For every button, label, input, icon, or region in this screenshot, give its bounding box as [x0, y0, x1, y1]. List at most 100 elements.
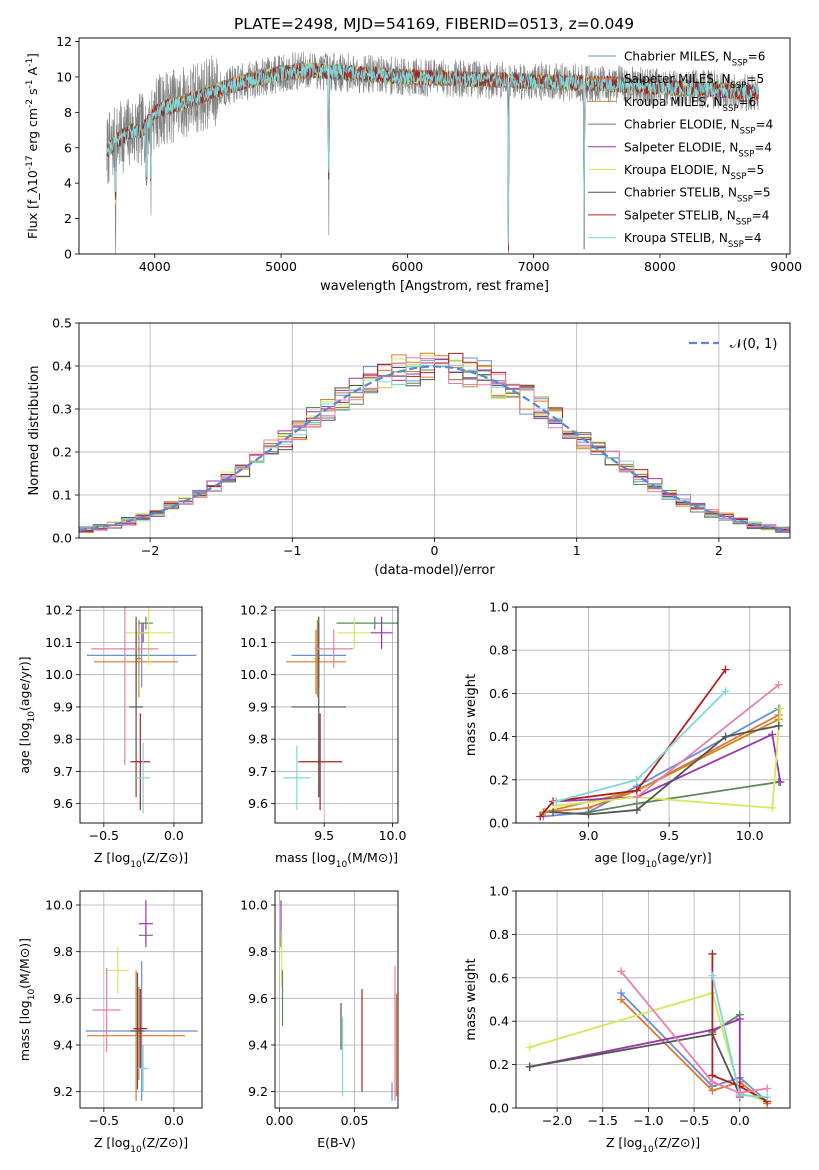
weight-marker-pink: [735, 1088, 744, 1097]
y-tick-label: 1.0: [489, 884, 509, 899]
weight-marker-chabrier-stelib: [774, 721, 783, 730]
x-axis-label: Z [log10(Z/Z⊙)]: [94, 1135, 188, 1155]
weight-marker-kroupa-stelib: [632, 775, 641, 784]
weight-line-salpeter-miles: [620, 998, 768, 1105]
plot-area: [85, 900, 198, 1101]
y-tick-label: 0.2: [52, 445, 72, 460]
y-tick-label: 8: [64, 105, 72, 120]
y-tick-label: 10.0: [240, 898, 268, 913]
x-axis-label: mass [log10(M/M⊙)]: [275, 850, 398, 870]
y-tick-label: 2: [64, 211, 72, 226]
x-tick-label: −1.5: [588, 1113, 618, 1128]
legend-subscript: SSP: [732, 59, 748, 69]
legend-nssp: =6: [748, 50, 766, 64]
weight-vs-age-panel: 9.0 9.5 10.0 0.0 0.2 0.4 0.6 0.8 1.0 mass weight a…: [464, 600, 791, 870]
legend-label-chabrier-elodie: Chabrier ELODIE, NSSP=4: [624, 118, 773, 137]
label-part: Z [log: [94, 850, 130, 865]
x-tick-label: −2: [141, 543, 159, 558]
x-axis-label: (data-model)/error: [374, 563, 495, 578]
weight-line-kroupa-elodie: [556, 708, 782, 809]
weight-marker-salpeter-elodie: [776, 777, 785, 786]
plot-area: [106, 51, 759, 254]
y-tick-label: 9.8: [248, 944, 268, 959]
x-tick-label: 7000: [518, 259, 550, 274]
legend-model: Salpeter ELODIE, N: [624, 140, 738, 154]
label-part: (Z/Z⊙)]: [654, 1135, 700, 1150]
x-tick-label: 0: [431, 543, 439, 558]
weight-marker-kroupa-stelib: [763, 1093, 772, 1102]
legend-nssp: =6: [739, 95, 757, 109]
plot-area: [87, 607, 197, 814]
y-tick-label: 10.0: [45, 898, 73, 913]
label-part: mass [log: [275, 850, 336, 865]
y-axis-label: mass [log10(M/M⊙)]: [17, 938, 37, 1061]
x-tick-label: 0.0: [164, 1113, 184, 1128]
weight-marker-chabrier-stelib: [549, 808, 558, 817]
y-tick-label: 10.0: [240, 667, 268, 682]
legend-nssp: =5: [746, 163, 764, 177]
x-axis-label: Z [log10(Z/Z⊙)]: [606, 1135, 700, 1155]
y-tick-label: 0.0: [52, 531, 72, 546]
legend-label-salpeter-miles: Salpeter MILES, NSSP=5: [624, 72, 764, 91]
axes-frame: [78, 37, 791, 255]
weight-marker-kroupa-elodie: [525, 1043, 534, 1052]
label-part: 10: [27, 989, 37, 1001]
weight-line-salpeter-elodie: [556, 733, 782, 803]
x-tick-label: 9000: [770, 259, 802, 274]
y-tick-label: 10.0: [45, 667, 73, 682]
x-tick-label: −1.0: [633, 1113, 663, 1128]
y-tick-label: 9.6: [53, 991, 73, 1006]
legend-model: Chabrier MILES, N: [624, 50, 732, 64]
label-part: E(B-V): [317, 1135, 356, 1150]
weight-line-pink: [636, 684, 780, 798]
y-tick-label: 10.1: [45, 635, 73, 650]
y-tick-label: 1.0: [489, 600, 509, 615]
label-part: (Z/Z⊙)]: [142, 1135, 188, 1150]
legend-label-salpeter-stelib: Salpeter STELIB, NSSP=4: [624, 208, 769, 227]
plot-area: [283, 616, 398, 811]
y-tick-label: 6: [64, 140, 72, 155]
y-tick-label: 12: [56, 34, 72, 49]
x-tick-label: 9.0: [579, 828, 599, 843]
weight-marker-salpeter-stelib: [708, 949, 717, 958]
y-tick-label: 9.4: [248, 1038, 268, 1053]
axes-frame: [79, 606, 203, 824]
plot-area: [536, 665, 785, 821]
x-tick-label: 10.0: [736, 828, 764, 843]
x-axis-label: Z [log10(Z/Z⊙)]: [94, 850, 188, 870]
legend-model: Kroupa MILES, N: [624, 95, 723, 109]
legend-nssp: =4: [752, 208, 770, 222]
y-axis-label: age [log10(age/yr)]: [17, 656, 37, 773]
weight-marker-pink: [774, 680, 783, 689]
y-tick-label: 9.9: [248, 699, 268, 714]
weight-marker-pink: [617, 967, 626, 976]
label-part: (age/yr)]: [657, 850, 712, 865]
weight-marker-chabrier-stelib: [525, 1062, 534, 1071]
label-part: -17: [25, 155, 35, 170]
y-tick-label: 0.0: [489, 1101, 509, 1116]
x-tick-label: 1: [573, 543, 581, 558]
legend-subscript: SSP: [737, 195, 753, 205]
weight-marker-pink: [632, 793, 641, 802]
legend-nssp: =4: [756, 118, 774, 132]
weight-marker-chabrier-stelib: [584, 810, 593, 819]
legend-label-kroupa-elodie: Kroupa ELODIE, NSSP=5: [624, 163, 764, 182]
legend-subscript: SSP: [731, 172, 747, 182]
label-part: (M/M⊙)]: [347, 850, 398, 865]
legend-subscript: SSP: [723, 104, 739, 114]
label-part: Flux [f_λ10: [25, 170, 40, 239]
legend-nssp: =5: [753, 186, 771, 200]
weight-line-chabrier-elodie: [711, 1013, 741, 1033]
x-axis-label: wavelength [Angstrom, rest frame]: [320, 279, 549, 294]
y-tick-label: 10: [56, 69, 72, 84]
x-tick-label: 4000: [139, 259, 171, 274]
label-part: 10: [130, 1145, 142, 1155]
y-tick-label: 0.4: [489, 1014, 509, 1029]
weight-marker-kroupa-stelib: [708, 971, 717, 980]
legend-model: Chabrier STELIB, N: [624, 186, 737, 200]
weight-line-pink: [620, 970, 768, 1094]
y-tick-label: 9.2: [53, 1084, 73, 1099]
y-tick-label: 9.6: [248, 991, 268, 1006]
label-part: A: [25, 66, 40, 79]
